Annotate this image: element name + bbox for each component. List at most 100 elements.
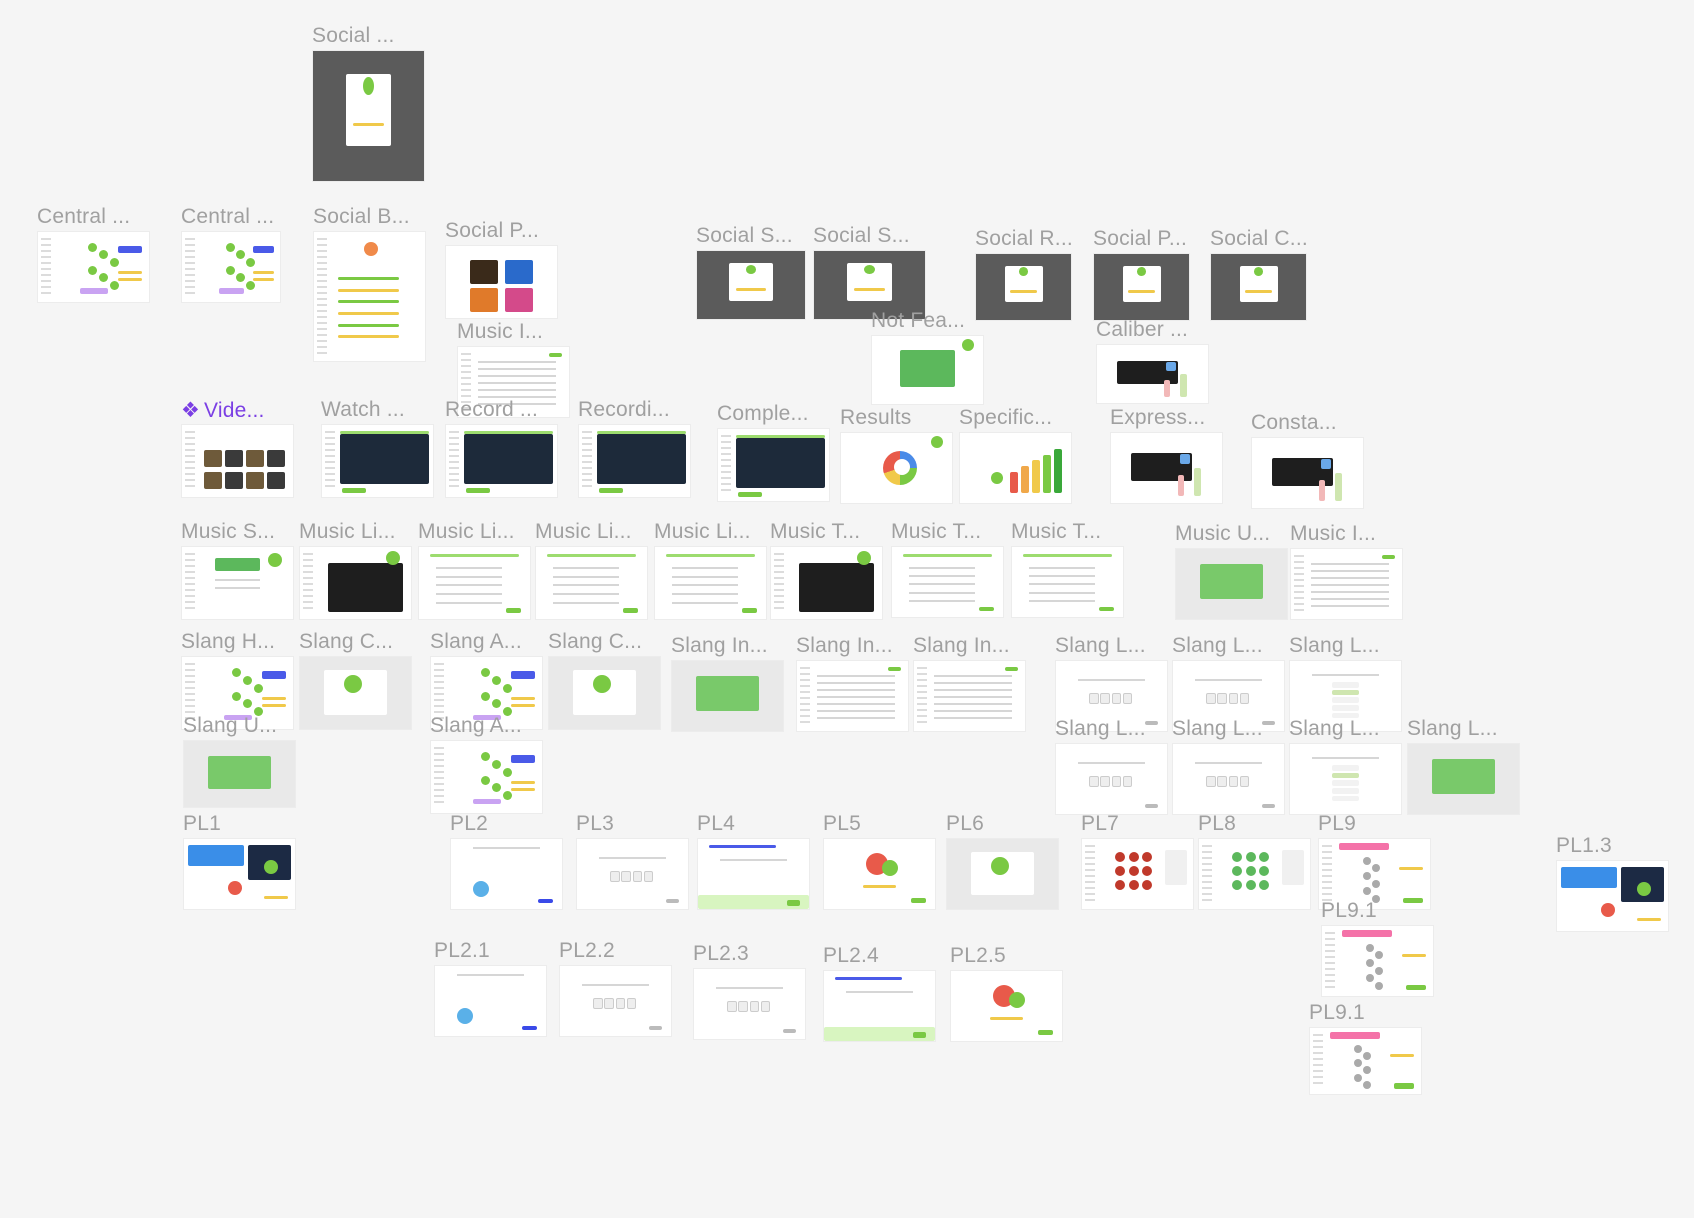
- frame-pl1[interactable]: PL1: [183, 812, 296, 910]
- frame-recordi[interactable]: Recordi...: [578, 398, 691, 498]
- frame-pl2-4[interactable]: PL2.4: [823, 944, 936, 1042]
- frame-title[interactable]: Music Li...: [299, 520, 396, 544]
- frame-slang-l[interactable]: Slang L...: [1289, 634, 1402, 732]
- frame-thumbnail[interactable]: [183, 740, 296, 808]
- frame-title[interactable]: Consta...: [1251, 411, 1337, 435]
- frame-thumbnail[interactable]: [823, 838, 936, 910]
- frame-title[interactable]: PL9.1: [1321, 899, 1377, 923]
- frame-thumbnail[interactable]: [1289, 743, 1402, 815]
- frame-thumbnail[interactable]: [1110, 432, 1223, 504]
- frame-title[interactable]: Slang C...: [299, 630, 393, 654]
- frame-thumbnail[interactable]: [1172, 660, 1285, 732]
- frame-title[interactable]: Slang L...: [1289, 717, 1380, 741]
- frame-thumbnail[interactable]: [1318, 838, 1431, 910]
- frame-slang-u[interactable]: Slang U...: [183, 714, 296, 808]
- frame-comple[interactable]: Comple...: [717, 402, 830, 502]
- frame-pl3[interactable]: PL3: [576, 812, 689, 910]
- frame-title[interactable]: Music I...: [457, 320, 543, 344]
- frame-thumbnail[interactable]: [1055, 660, 1168, 732]
- frame-pl9-1[interactable]: PL9.1: [1321, 899, 1434, 997]
- frame-title[interactable]: Slang U...: [183, 714, 277, 738]
- frame-slang-c[interactable]: Slang C...: [299, 630, 412, 730]
- frame-thumbnail[interactable]: [1290, 548, 1403, 620]
- frame-thumbnail[interactable]: [1096, 344, 1209, 404]
- frame-pl2-5[interactable]: PL2.5: [950, 944, 1063, 1042]
- frame-title[interactable]: Social B...: [313, 205, 410, 229]
- frame-express[interactable]: Express...: [1110, 406, 1223, 504]
- frame-pl8[interactable]: PL8: [1198, 812, 1311, 910]
- frame-thumbnail[interactable]: [445, 245, 558, 319]
- frame-title[interactable]: PL2.2: [559, 939, 615, 963]
- frame-thumbnail[interactable]: [434, 965, 547, 1037]
- frame-title[interactable]: Slang L...: [1172, 717, 1263, 741]
- frame-thumbnail[interactable]: [840, 432, 953, 504]
- frame-title[interactable]: Slang In...: [913, 634, 1010, 658]
- frame-thumbnail[interactable]: [1093, 253, 1190, 321]
- frame-title[interactable]: Social R...: [975, 227, 1073, 251]
- frame-thumbnail[interactable]: [823, 970, 936, 1042]
- frame-pl6[interactable]: PL6: [946, 812, 1059, 910]
- frame-thumbnail[interactable]: [1081, 838, 1194, 910]
- frame-thumbnail[interactable]: [299, 656, 412, 730]
- frame-central[interactable]: Central ...: [181, 205, 281, 303]
- frame-title[interactable]: Record ...: [445, 398, 538, 422]
- frame-title[interactable]: Slang L...: [1407, 717, 1498, 741]
- frame-title[interactable]: Slang In...: [671, 634, 768, 658]
- frame-thumbnail[interactable]: [312, 50, 425, 182]
- frame-thumbnail[interactable]: [181, 424, 294, 498]
- frame-music-s[interactable]: Music S...: [181, 520, 294, 620]
- frame-slang-l[interactable]: Slang L...: [1172, 634, 1285, 732]
- frame-record[interactable]: Record ...: [445, 398, 558, 498]
- frame-title[interactable]: Music Li...: [535, 520, 632, 544]
- frame-thumbnail[interactable]: [181, 231, 281, 303]
- frame-social-p[interactable]: Social P...: [445, 219, 558, 319]
- frame-pl5[interactable]: PL5: [823, 812, 936, 910]
- frame-thumbnail[interactable]: [181, 546, 294, 620]
- frame-title[interactable]: PL9: [1318, 812, 1356, 836]
- frame-music-li[interactable]: Music Li...: [299, 520, 412, 620]
- frame-thumbnail[interactable]: [535, 546, 648, 620]
- frame-caliber[interactable]: Caliber ...: [1096, 318, 1209, 404]
- frame-pl2-3[interactable]: PL2.3: [693, 942, 806, 1040]
- frame-slang-c[interactable]: Slang C...: [548, 630, 661, 730]
- frame-slang-in[interactable]: Slang In...: [796, 634, 909, 732]
- frame-thumbnail[interactable]: [299, 546, 412, 620]
- frame-thumbnail[interactable]: [959, 432, 1072, 504]
- frame-slang-in[interactable]: Slang In...: [913, 634, 1026, 732]
- frame-not-fea[interactable]: Not Fea...: [871, 309, 984, 405]
- frame-slang-l[interactable]: Slang L...: [1289, 717, 1402, 815]
- frame-thumbnail[interactable]: [430, 656, 543, 730]
- frame-slang-l[interactable]: Slang L...: [1407, 717, 1520, 815]
- frame-title[interactable]: Slang C...: [548, 630, 642, 654]
- frame-thumbnail[interactable]: [313, 231, 426, 362]
- frame-social-r[interactable]: Social R...: [975, 227, 1073, 321]
- frame-thumbnail[interactable]: [1055, 743, 1168, 815]
- frame-slang-l[interactable]: Slang L...: [1172, 717, 1285, 815]
- frame-music-t[interactable]: Music T...: [891, 520, 1004, 618]
- frame-thumbnail[interactable]: [418, 546, 531, 620]
- frame-thumbnail[interactable]: [671, 660, 784, 732]
- frame-title[interactable]: PL2: [450, 812, 488, 836]
- frame-title[interactable]: Slang In...: [796, 634, 893, 658]
- frame-music-i[interactable]: Music I...: [1290, 522, 1403, 620]
- frame-title[interactable]: Specific...: [959, 406, 1052, 430]
- frame-title[interactable]: Results: [840, 406, 911, 430]
- frame-slang-l[interactable]: Slang L...: [1055, 717, 1168, 815]
- frame-thumbnail[interactable]: [1175, 548, 1288, 620]
- frame-thumbnail[interactable]: [770, 546, 883, 620]
- frame-slang-in[interactable]: Slang In...: [671, 634, 784, 732]
- frame-watch[interactable]: Watch ...: [321, 398, 434, 498]
- frame-thumbnail[interactable]: [457, 346, 570, 418]
- frame-thumbnail[interactable]: [871, 335, 984, 405]
- frame-music-i[interactable]: Music I...: [457, 320, 570, 418]
- frame-thumbnail[interactable]: [430, 740, 543, 814]
- frame-thumbnail[interactable]: [1289, 660, 1402, 732]
- frame-title[interactable]: PL9.1: [1309, 1001, 1365, 1025]
- frame-title[interactable]: Central ...: [37, 205, 130, 229]
- frame-thumbnail[interactable]: [559, 965, 672, 1037]
- frame-thumbnail[interactable]: [183, 838, 296, 910]
- frame-title[interactable]: Slang L...: [1055, 717, 1146, 741]
- frame-title[interactable]: Watch ...: [321, 398, 405, 422]
- frame-thumbnail[interactable]: [654, 546, 767, 620]
- frame-title[interactable]: Central ...: [181, 205, 274, 229]
